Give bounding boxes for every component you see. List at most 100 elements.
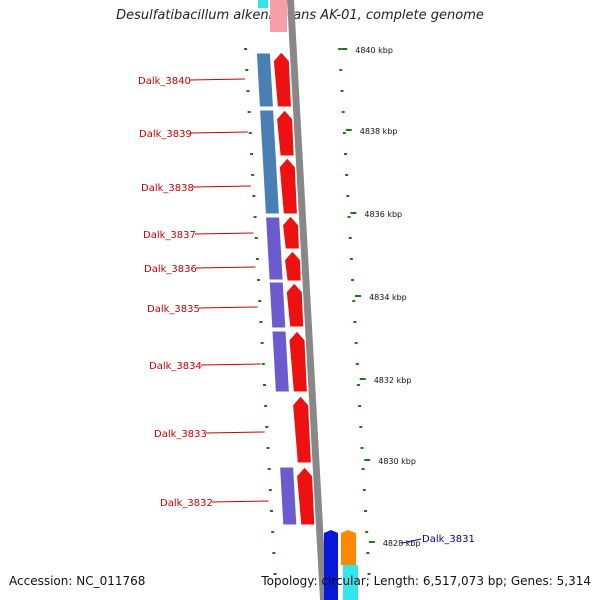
scale-tick bbox=[273, 573, 277, 575]
scale-label: 4840 kbp bbox=[355, 46, 393, 55]
scale-label: 4838 kbp bbox=[360, 127, 398, 136]
forward-gene-arrow bbox=[292, 395, 312, 464]
scale-major-tick bbox=[345, 129, 352, 131]
scale-tick bbox=[258, 300, 262, 302]
map-title: Desulfatibacillum alkenivorans AK-01, co… bbox=[116, 8, 484, 23]
scale-tick bbox=[252, 195, 256, 197]
scale-tick bbox=[362, 489, 366, 491]
gene-block-top-cyan bbox=[258, 0, 268, 8]
gene-leader-line bbox=[190, 131, 248, 134]
scale-tick bbox=[253, 216, 257, 218]
scale-tick bbox=[341, 111, 345, 113]
gene-leader-line bbox=[198, 306, 258, 309]
gene-label-dalk-3840: Dalk_3840 bbox=[138, 76, 191, 87]
gene-dalk-3831-arrow bbox=[324, 530, 338, 565]
scale-tick bbox=[259, 321, 263, 323]
genome-stats-label: Topology: circular; Length: 6,517,073 bp… bbox=[261, 574, 591, 588]
scale-tick bbox=[340, 90, 344, 92]
scale-tick bbox=[268, 489, 272, 491]
scale-tick bbox=[344, 153, 348, 155]
gene-label-dalk-3834: Dalk_3834 bbox=[149, 361, 202, 372]
reverse-gene-block bbox=[271, 330, 290, 393]
scale-major-tick bbox=[364, 459, 371, 461]
forward-gene-arrow bbox=[278, 157, 298, 215]
gene-leader-line bbox=[401, 538, 422, 544]
scale-tick bbox=[255, 258, 259, 260]
scale-tick bbox=[244, 48, 248, 50]
forward-gene-arrow bbox=[296, 466, 316, 526]
scale-tick bbox=[367, 573, 371, 575]
scale-tick bbox=[364, 510, 367, 512]
scale-tick bbox=[251, 174, 255, 176]
gene-leader-line bbox=[200, 363, 261, 366]
scale-tick bbox=[271, 531, 275, 533]
gene-leader-line bbox=[205, 431, 265, 434]
scale-tick bbox=[339, 69, 343, 71]
scale-tick bbox=[260, 342, 264, 344]
gene-orange-arrow bbox=[341, 530, 356, 565]
scale-tick bbox=[347, 216, 351, 218]
gene-label-dalk-3833: Dalk_3833 bbox=[154, 429, 207, 440]
reverse-gene-block bbox=[268, 281, 287, 329]
scale-label: 4830 kbp bbox=[378, 457, 416, 466]
gene-label-dalk-3838: Dalk_3838 bbox=[141, 183, 194, 194]
gene-leader-line bbox=[194, 232, 254, 235]
right-tick-column bbox=[338, 48, 371, 575]
scale-tick bbox=[261, 363, 265, 365]
gene-block-blue-bottom bbox=[324, 565, 338, 600]
scale-tick bbox=[266, 447, 270, 449]
scale-tick bbox=[338, 48, 342, 50]
scale-major-tick bbox=[341, 48, 348, 50]
gene-label-dalk-3831: Dalk_3831 bbox=[422, 534, 475, 545]
scale-tick bbox=[248, 132, 252, 134]
scale-tick bbox=[257, 279, 261, 281]
forward-gene-arrow bbox=[285, 282, 305, 328]
scale-tick bbox=[342, 132, 346, 134]
gene-block-top-pink bbox=[270, 0, 287, 32]
scale-tick bbox=[355, 363, 359, 365]
forward-gene-arrow bbox=[283, 250, 302, 282]
scale-tick bbox=[346, 195, 350, 197]
scale-tick bbox=[349, 258, 353, 260]
scale-tick bbox=[264, 405, 268, 407]
forward-gene-arrow bbox=[288, 330, 308, 393]
scale-tick bbox=[345, 174, 349, 176]
scale-tick bbox=[254, 237, 258, 239]
gene-label-dalk-3836: Dalk_3836 bbox=[144, 264, 197, 275]
reverse-gene-block bbox=[279, 466, 298, 526]
gene-label-dalk-3832: Dalk_3832 bbox=[160, 498, 213, 509]
scale-tick bbox=[265, 426, 269, 428]
gene-leader-line bbox=[195, 266, 256, 269]
gene-leader-line bbox=[189, 78, 245, 81]
scale-tick bbox=[361, 468, 365, 470]
gene-leader-line bbox=[192, 185, 251, 188]
scale-major-tick bbox=[350, 212, 357, 214]
gene-label-dalk-3837: Dalk_3837 bbox=[143, 230, 196, 241]
gene-label-dalk-3839: Dalk_3839 bbox=[139, 129, 192, 140]
scale-major-tick bbox=[368, 541, 375, 543]
scale-tick bbox=[246, 90, 250, 92]
left-tick-column bbox=[244, 48, 277, 575]
reverse-gene-block bbox=[255, 52, 274, 108]
scale-tick bbox=[272, 552, 276, 554]
accession-label: Accession: NC_011768 bbox=[9, 574, 146, 588]
scale-tick bbox=[348, 237, 352, 239]
scale-major-tick bbox=[355, 295, 362, 297]
scale-major-tick bbox=[359, 378, 366, 380]
forward-gene-arrow bbox=[282, 215, 300, 250]
scale-label: 4836 kbp bbox=[364, 210, 402, 219]
scale-tick bbox=[366, 552, 370, 554]
scale-tick bbox=[360, 447, 364, 449]
genome-backbone bbox=[287, 0, 328, 600]
scale-tick bbox=[247, 111, 251, 113]
scale-tick bbox=[351, 279, 355, 281]
scale-tick bbox=[245, 69, 249, 71]
scale-label: 4828 kbp bbox=[383, 539, 421, 548]
scale-tick bbox=[358, 405, 362, 407]
gene-block-cyan-bottom bbox=[343, 565, 358, 600]
scale-tick bbox=[270, 510, 273, 512]
forward-gene-arrow bbox=[276, 109, 295, 157]
scale-tick bbox=[359, 426, 363, 428]
gene-label-dalk-3835: Dalk_3835 bbox=[147, 304, 200, 315]
